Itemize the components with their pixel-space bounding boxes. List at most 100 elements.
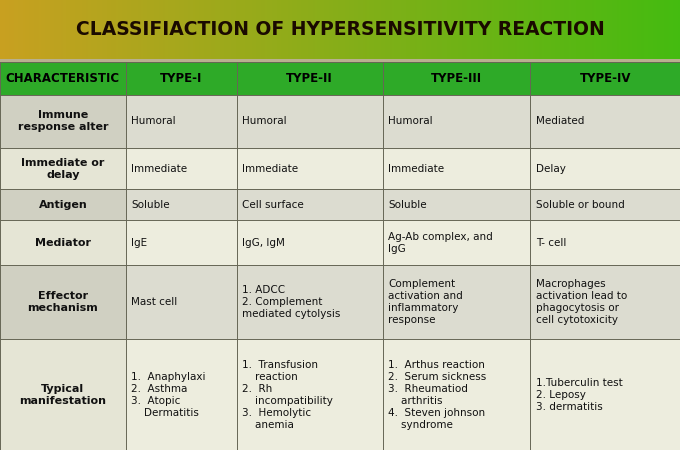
Bar: [237, 339, 383, 450]
Bar: [539, 0, 543, 59]
Bar: [80, 0, 83, 59]
Bar: [383, 265, 530, 339]
Bar: [655, 0, 659, 59]
Bar: [59, 0, 63, 59]
Bar: [462, 0, 466, 59]
Bar: [20, 0, 24, 59]
Bar: [328, 0, 333, 59]
Bar: [5, 0, 8, 59]
Bar: [532, 0, 537, 59]
Bar: [671, 0, 675, 59]
Bar: [265, 0, 269, 59]
Bar: [349, 0, 353, 59]
Bar: [252, 0, 255, 59]
Bar: [102, 0, 105, 59]
Bar: [141, 0, 144, 59]
Bar: [224, 0, 228, 59]
Bar: [2, 0, 6, 59]
Bar: [530, 148, 680, 189]
Bar: [211, 0, 214, 59]
Bar: [496, 0, 500, 59]
Bar: [634, 0, 639, 59]
Bar: [52, 0, 56, 59]
Bar: [90, 0, 95, 59]
Bar: [82, 0, 85, 59]
Bar: [415, 0, 418, 59]
Bar: [0, 0, 3, 59]
Text: Typical
manifestation: Typical manifestation: [20, 383, 106, 405]
Bar: [666, 0, 670, 59]
Bar: [50, 0, 54, 59]
Bar: [537, 0, 541, 59]
Bar: [156, 0, 160, 59]
Bar: [16, 0, 20, 59]
Bar: [444, 0, 448, 59]
Bar: [294, 0, 299, 59]
Bar: [403, 0, 407, 59]
Text: Immediate or
delay: Immediate or delay: [21, 158, 105, 180]
Bar: [556, 0, 559, 59]
Bar: [247, 0, 251, 59]
Bar: [424, 0, 428, 59]
Bar: [48, 0, 51, 59]
Bar: [624, 0, 627, 59]
Bar: [237, 94, 383, 148]
Bar: [120, 0, 124, 59]
Bar: [131, 0, 135, 59]
Bar: [172, 0, 176, 59]
Bar: [122, 0, 126, 59]
Bar: [383, 62, 530, 94]
Bar: [231, 0, 235, 59]
Text: IgE: IgE: [131, 238, 148, 248]
Bar: [678, 0, 680, 59]
Bar: [630, 0, 634, 59]
Bar: [483, 0, 486, 59]
Bar: [503, 0, 507, 59]
Text: T- cell: T- cell: [536, 238, 566, 248]
Bar: [114, 0, 117, 59]
Bar: [335, 0, 339, 59]
Bar: [460, 0, 464, 59]
Bar: [381, 0, 384, 59]
Bar: [386, 0, 389, 59]
Bar: [41, 0, 44, 59]
Bar: [417, 0, 421, 59]
Text: Mediated: Mediated: [536, 117, 584, 126]
Bar: [530, 265, 680, 339]
Bar: [75, 0, 78, 59]
Text: Humoral: Humoral: [242, 117, 287, 126]
Bar: [297, 0, 301, 59]
Bar: [648, 0, 652, 59]
Bar: [77, 0, 81, 59]
Bar: [562, 0, 566, 59]
Bar: [25, 0, 29, 59]
Text: Humoral: Humoral: [388, 117, 433, 126]
Bar: [126, 189, 237, 220]
Bar: [0, 220, 126, 265]
Bar: [18, 0, 22, 59]
Bar: [0, 189, 126, 220]
Bar: [632, 0, 636, 59]
Bar: [422, 0, 425, 59]
Bar: [111, 0, 115, 59]
Bar: [530, 0, 534, 59]
Bar: [583, 0, 586, 59]
Bar: [442, 0, 445, 59]
Text: Complement
activation and
inflammatory
response: Complement activation and inflammatory r…: [388, 279, 463, 325]
Bar: [126, 265, 237, 339]
Bar: [226, 0, 231, 59]
Bar: [383, 94, 530, 148]
Bar: [430, 0, 435, 59]
Bar: [301, 0, 305, 59]
Bar: [367, 0, 371, 59]
Bar: [86, 0, 90, 59]
Bar: [374, 0, 377, 59]
Bar: [192, 0, 197, 59]
Bar: [27, 0, 31, 59]
Bar: [213, 0, 217, 59]
Bar: [549, 0, 552, 59]
Bar: [494, 0, 498, 59]
Bar: [333, 0, 337, 59]
Bar: [95, 0, 99, 59]
Bar: [508, 0, 511, 59]
